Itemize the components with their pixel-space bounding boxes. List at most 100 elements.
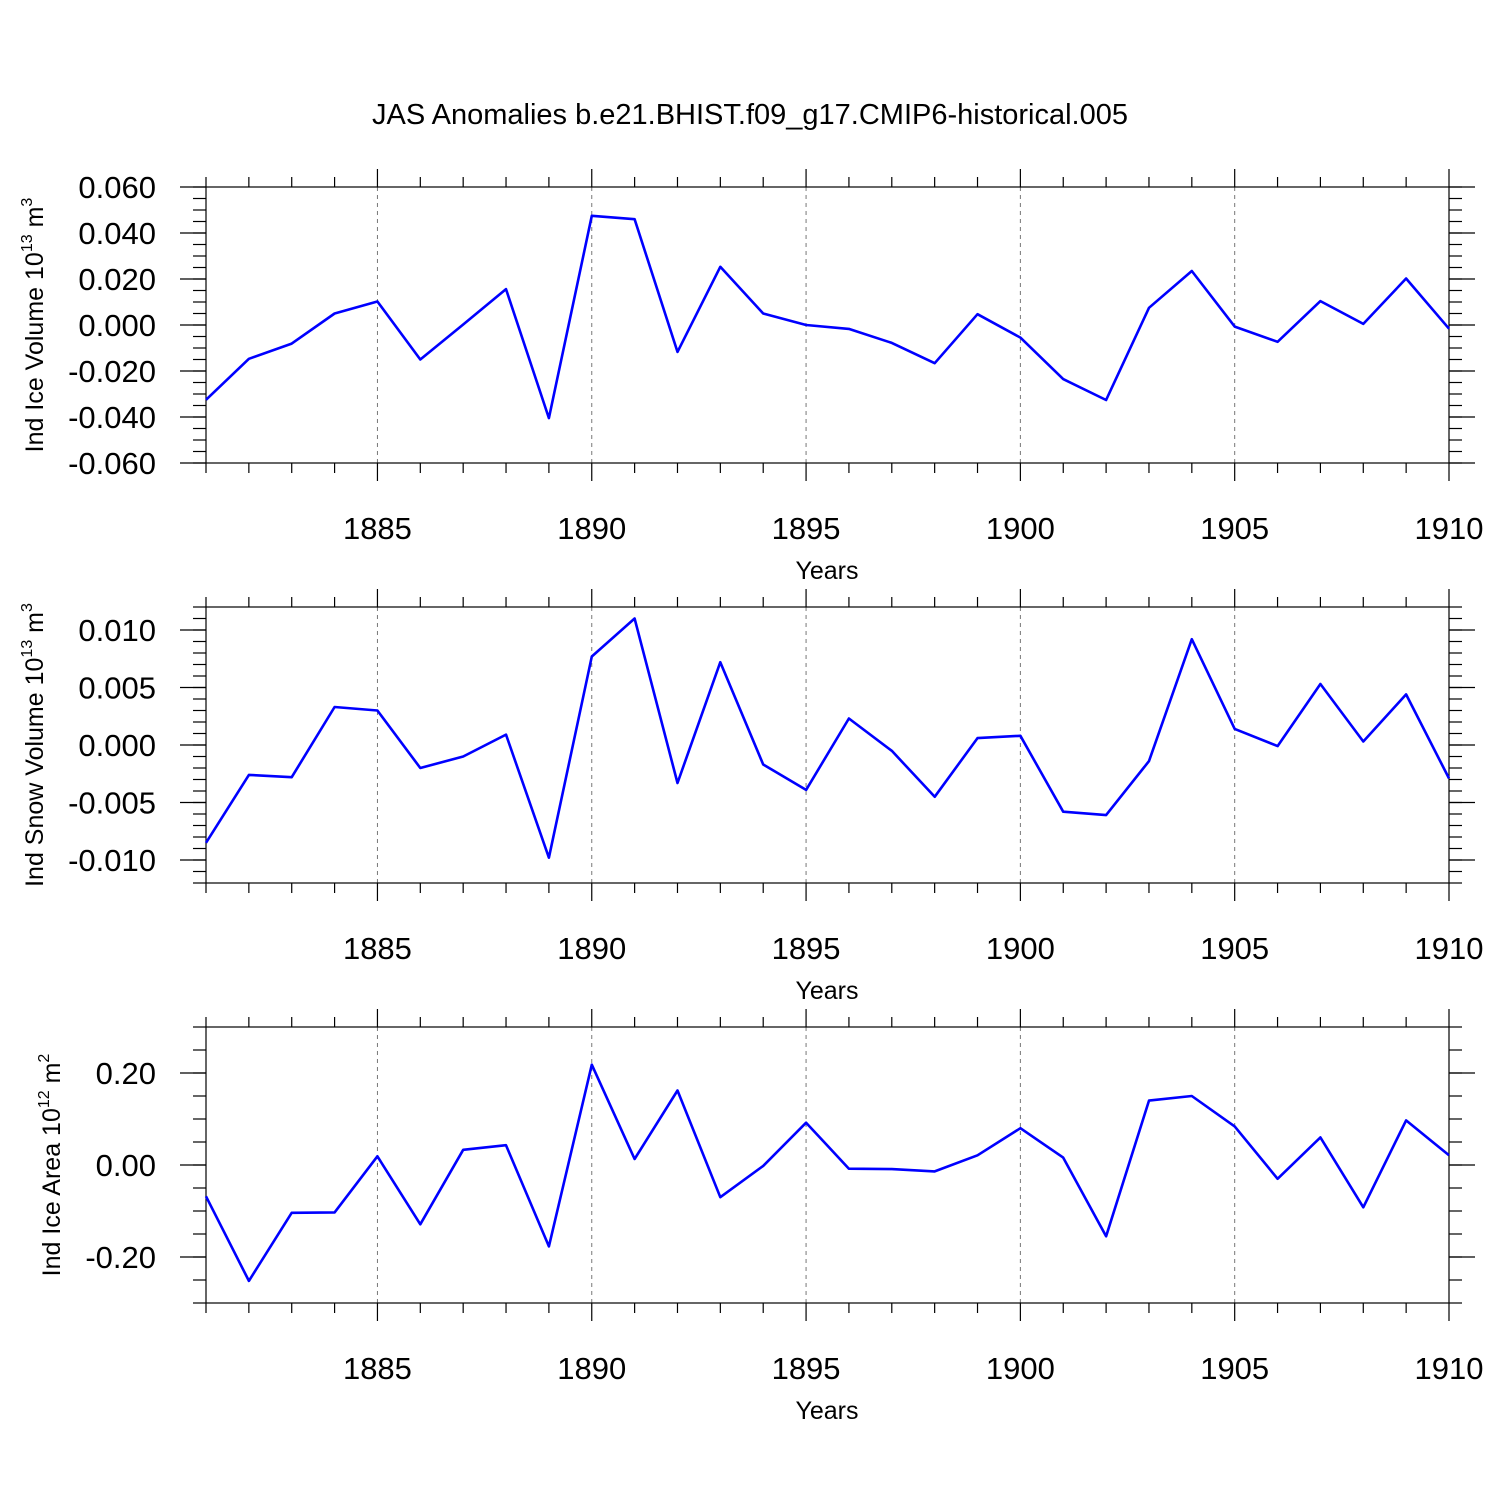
ice-area-data-point bbox=[890, 1167, 894, 1171]
ice-area-data-point bbox=[1233, 1124, 1237, 1128]
ice-volume-x-tick-label: 1895 bbox=[772, 511, 841, 546]
ice-area-x-tick-label: 1910 bbox=[1415, 1351, 1484, 1386]
ice-volume-x-tick-label: 1910 bbox=[1415, 511, 1484, 546]
snow-volume-data-point bbox=[1404, 692, 1408, 696]
ice-volume-data-point bbox=[1104, 398, 1108, 402]
ice-volume-x-tick-label: 1900 bbox=[986, 511, 1055, 546]
snow-volume-data-point bbox=[1447, 776, 1451, 780]
ice-volume-data-point bbox=[1404, 277, 1408, 281]
ice-volume-data-point bbox=[761, 312, 765, 316]
snow-volume-data-point bbox=[204, 841, 208, 845]
snow-volume-data-point bbox=[290, 775, 294, 779]
snow-volume-data-point bbox=[1361, 740, 1365, 744]
ice-area-data-point bbox=[590, 1063, 594, 1067]
ice-area-data-point bbox=[1147, 1099, 1151, 1103]
ice-volume-plot-frame bbox=[205, 186, 1450, 464]
snow-volume-data-point bbox=[1276, 744, 1280, 748]
figure-title: JAS Anomalies b.e21.BHIST.f09_g17.CMIP6-… bbox=[372, 99, 1128, 131]
ice-area-y-tick-label: -0.20 bbox=[85, 1240, 156, 1275]
snow-volume-data-point bbox=[804, 788, 808, 792]
ice-area-data-point bbox=[1104, 1234, 1108, 1238]
ice-volume-data-point bbox=[1018, 336, 1022, 340]
ice-volume-data-point bbox=[1147, 306, 1151, 310]
ice-volume-data-point bbox=[1318, 299, 1322, 303]
snow-volume-x-tick-label: 1910 bbox=[1415, 931, 1484, 966]
ice-volume-data-point bbox=[418, 358, 422, 362]
ice-volume-data-point bbox=[547, 416, 551, 420]
ice-volume-y-axis-label: Ind Ice Volume 1013 m3 bbox=[19, 198, 49, 453]
snow-volume-x-axis-label: Years bbox=[795, 977, 858, 1005]
ice-volume-y-tick-label: -0.060 bbox=[68, 446, 156, 481]
ice-volume-data-point bbox=[718, 265, 722, 269]
ice-volume-data-point bbox=[590, 214, 594, 218]
ice-volume-data-point bbox=[333, 312, 337, 316]
ice-area-data-point bbox=[290, 1211, 294, 1215]
ice-volume-y-tick-label: 0.040 bbox=[78, 216, 156, 251]
ice-volume-data-point bbox=[847, 327, 851, 331]
ice-area-data-point bbox=[1447, 1153, 1451, 1157]
ice-volume-data-point bbox=[804, 323, 808, 327]
ice-area-x-tick-label: 1885 bbox=[343, 1351, 412, 1386]
ice-volume-y-tick-label: -0.040 bbox=[68, 400, 156, 435]
ice-area-data-point bbox=[204, 1194, 208, 1198]
snow-volume-data-point bbox=[375, 709, 379, 713]
ice-volume-y-tick-label: 0.060 bbox=[78, 170, 156, 205]
ice-area-x-tick-label: 1895 bbox=[772, 1351, 841, 1386]
snow-volume-data-point bbox=[1233, 727, 1237, 731]
ice-volume-data-point bbox=[1190, 269, 1194, 273]
snow-volume-data-point bbox=[1061, 810, 1065, 814]
snow-volume-data-point bbox=[418, 766, 422, 770]
ice-area-x-tick-label: 1905 bbox=[1200, 1351, 1269, 1386]
ice-area-data-point bbox=[504, 1143, 508, 1147]
ice-volume-x-tick-label: 1905 bbox=[1200, 511, 1269, 546]
snow-volume-panel: Ind Snow Volume 1013 m3 Years -0.010 -0.0… bbox=[19, 589, 1483, 1005]
ice-area-x-tick-label: 1900 bbox=[986, 1351, 1055, 1386]
ice-area-data-point bbox=[547, 1244, 551, 1248]
ice-volume-y-tick-label: 0.000 bbox=[78, 308, 156, 343]
ice-volume-y-tick-label: -0.020 bbox=[68, 354, 156, 389]
snow-volume-data-point bbox=[333, 705, 337, 709]
ice-volume-data-point bbox=[1447, 327, 1451, 331]
ice-area-data-point bbox=[1361, 1205, 1365, 1209]
ice-area-data-point bbox=[1190, 1094, 1194, 1098]
ice-volume-x-tick-label: 1890 bbox=[557, 511, 626, 546]
snow-volume-data-point bbox=[847, 717, 851, 721]
ice-volume-series-line bbox=[205, 214, 1450, 420]
ice-area-data-point bbox=[461, 1148, 465, 1152]
ice-volume-x-tick-label: 1885 bbox=[343, 511, 412, 546]
snow-volume-data-point bbox=[461, 755, 465, 759]
ice-area-data-point bbox=[933, 1169, 937, 1173]
snow-volume-data-point bbox=[1104, 813, 1108, 817]
snow-volume-series-line bbox=[204, 617, 1451, 860]
snow-volume-data-point bbox=[675, 781, 679, 785]
ice-volume-data-point bbox=[247, 357, 251, 361]
snow-volume-y-tick-label: -0.010 bbox=[68, 843, 156, 878]
ice-area-x-axis-label: Years bbox=[795, 1397, 858, 1425]
ice-area-data-point bbox=[418, 1222, 422, 1226]
ice-area-data-point bbox=[761, 1164, 765, 1168]
ice-area-y-axis-label: Ind Ice Area 1012 m2 bbox=[36, 1054, 66, 1277]
ice-area-data-point bbox=[1404, 1118, 1408, 1122]
ice-volume-x-axis-label: Years bbox=[795, 557, 858, 585]
ice-volume-data-point bbox=[675, 350, 679, 354]
ice-volume-data-point bbox=[633, 217, 637, 221]
snow-volume-data-point bbox=[590, 654, 594, 658]
snow-volume-x-tick-label: 1900 bbox=[986, 931, 1055, 966]
ice-area-data-point bbox=[375, 1154, 379, 1158]
ice-area-data-point bbox=[718, 1195, 722, 1199]
ice-volume-data-point bbox=[1061, 377, 1065, 381]
snow-volume-data-point bbox=[1190, 637, 1194, 641]
ice-area-data-point bbox=[1061, 1156, 1065, 1160]
snow-volume-data-point bbox=[1147, 759, 1151, 763]
snow-volume-data-point bbox=[933, 795, 937, 799]
ice-area-data-point bbox=[976, 1153, 980, 1157]
snow-volume-x-tick-label: 1885 bbox=[343, 931, 412, 966]
ice-volume-data-point bbox=[1276, 340, 1280, 344]
ice-volume-data-point bbox=[290, 342, 294, 346]
snow-volume-data-point bbox=[1018, 734, 1022, 738]
ice-area-series-line bbox=[204, 1063, 1450, 1283]
ice-area-x-tick-label: 1890 bbox=[557, 1351, 626, 1386]
ice-volume-data-point bbox=[204, 398, 208, 402]
snow-volume-x-tick-label: 1895 bbox=[772, 931, 841, 966]
